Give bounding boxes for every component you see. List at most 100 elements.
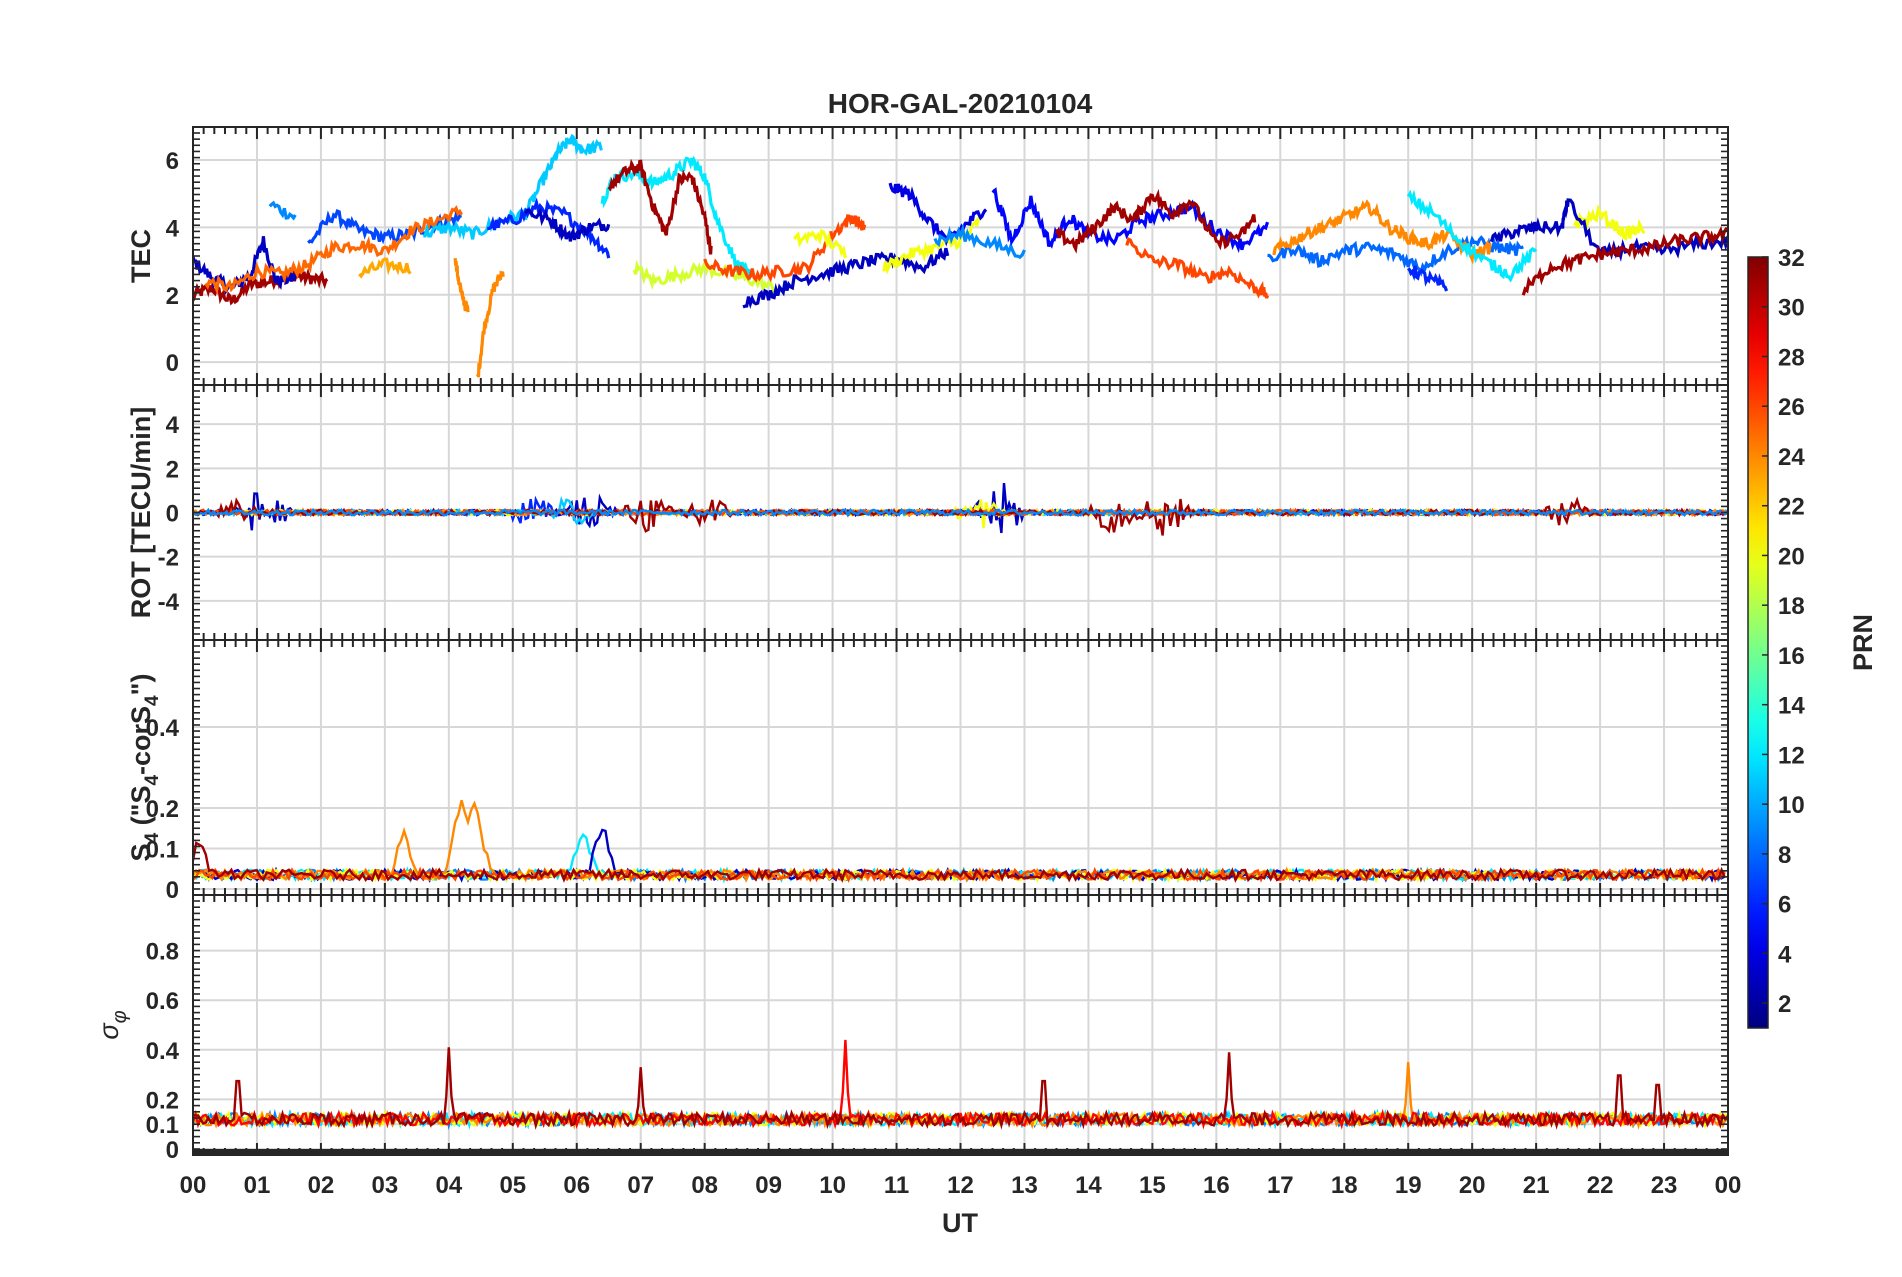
colorbar-tick-label: 32 <box>1778 245 1805 272</box>
ylabel-text: ("S <box>126 786 156 833</box>
y-tick-label: 0.2 <box>146 796 179 823</box>
tec-series-prn-9 <box>933 223 1026 260</box>
y-tick-label: 0.1 <box>146 837 179 864</box>
colorbar-tick-label: 26 <box>1778 394 1805 421</box>
tec-series-prn-3 <box>524 207 611 242</box>
tec-series-prn-26 <box>703 214 867 283</box>
tec-series-prn-24 <box>453 257 470 313</box>
x-tick-label: 23 <box>1651 1172 1678 1199</box>
tec-series-prn-31 <box>193 266 329 306</box>
colorbar-tick-label: 24 <box>1778 444 1805 471</box>
ylabel-subscript: 4 <box>142 695 163 706</box>
tec-series-prn-8 <box>1267 235 1524 277</box>
x-tick-label: 18 <box>1331 1172 1358 1199</box>
x-tick-label: 12 <box>947 1172 974 1199</box>
x-tick-label: 07 <box>627 1172 654 1199</box>
y-tick-label: 0 <box>166 350 179 377</box>
tec-series-prn-23 <box>358 257 412 279</box>
colorbar-tick-label: 22 <box>1778 494 1805 521</box>
colorbar-tick-label: 30 <box>1778 295 1805 322</box>
y-tick-label: 2 <box>166 456 179 483</box>
ylabel-text: S <box>126 843 156 861</box>
colorbar-tick-label: 8 <box>1778 842 1791 869</box>
x-tick-label: 04 <box>435 1172 462 1199</box>
tec-series-prn-25 <box>204 205 463 296</box>
tec-series-prn-11 <box>422 133 603 241</box>
y-tick-label: 4 <box>166 215 180 242</box>
x-tick-label: 10 <box>819 1172 846 1199</box>
tec-series-prn-20 <box>1573 203 1646 241</box>
colorbar-tick-label: 28 <box>1778 344 1805 371</box>
x-tick-label: 20 <box>1459 1172 1486 1199</box>
x-tick-label: 14 <box>1075 1172 1102 1199</box>
panel-rot: -4 -2 0 2 4 ROT [TECU/min] <box>126 384 1729 641</box>
panel-series-group <box>193 799 1726 884</box>
y-tick-label: 0.4 <box>146 715 180 742</box>
panel-sigma_phi: 00.10.2 0.4 0.6 0.8 σφ <box>94 894 1729 1164</box>
colorbar-tick-label: 14 <box>1778 693 1805 720</box>
y-tick-label: 0.2 <box>146 1087 179 1114</box>
tec-series-prn-20 <box>792 228 847 259</box>
x-tick-label: 08 <box>691 1172 718 1199</box>
bottom-axis-strip <box>193 1149 1728 1155</box>
tec-series-prn-9 <box>268 200 297 221</box>
x-tick-label: 11 <box>884 1172 909 1199</box>
chart-title: HOR-GAL-20210104 <box>828 88 1093 119</box>
x-tick-label: 02 <box>308 1172 335 1199</box>
y-axis-title-s4: S4 ("S4-corS4") <box>126 674 163 862</box>
x-tick-label: 09 <box>755 1172 782 1199</box>
tec-series-prn-6 <box>487 197 611 259</box>
x-tick-label: 00 <box>180 1172 207 1199</box>
x-axis-title: UT <box>942 1208 978 1238</box>
panel-series-group <box>193 133 1728 378</box>
x-tick-label: 16 <box>1203 1172 1230 1199</box>
tec-series-prn-12 <box>1406 189 1538 283</box>
tec-series-prn-24 <box>476 270 505 378</box>
panel-s4: 0 0.1 0.2 0.4S4 ("S4-corS4") <box>126 639 1729 904</box>
y-tick-label: 0.1 <box>146 1112 179 1139</box>
tec-series-prn-31 <box>1521 225 1728 296</box>
y-tick-label: 0 <box>166 1137 179 1164</box>
y-tick-label: -2 <box>158 545 179 572</box>
x-tick-label: 13 <box>1011 1172 1038 1199</box>
ylabel-subscript: φ <box>109 1010 131 1023</box>
x-tick-label: 21 <box>1523 1172 1550 1199</box>
x-tick-label: 00 <box>1715 1172 1742 1199</box>
tec-series-prn-5 <box>991 187 1270 254</box>
colorbar-tick-label: 12 <box>1778 742 1805 769</box>
colorbar-tick-label: 2 <box>1778 991 1791 1018</box>
y-axis-title-tec: TEC <box>126 229 156 283</box>
ylabel-text: -corS <box>126 706 156 775</box>
colorbar-tick-label: 16 <box>1778 643 1805 670</box>
colorbar-tick-label: 18 <box>1778 593 1805 620</box>
x-tick-label: 15 <box>1139 1172 1166 1199</box>
colorbar-tick-label: 20 <box>1778 543 1805 570</box>
y-tick-label: 0.8 <box>146 939 179 966</box>
x-tick-label: 17 <box>1267 1172 1294 1199</box>
tec-series-prn-31 <box>607 158 713 255</box>
y-tick-label: 4 <box>166 412 180 439</box>
tec-series-prn-3 <box>742 243 950 309</box>
colorbar-tick-label: 10 <box>1778 792 1805 819</box>
x-tick-label: 06 <box>563 1172 590 1199</box>
y-tick-label: -4 <box>158 589 180 616</box>
y-tick-label: 2 <box>166 283 179 310</box>
tec-series-prn-6 <box>1407 265 1449 292</box>
y-tick-label: 0 <box>166 877 179 904</box>
rot-series-prn-9 <box>193 507 1728 518</box>
y-axis-title-sigma: σφ <box>94 1010 131 1039</box>
x-tick-label: 05 <box>499 1172 526 1199</box>
colorbar-label: PRN <box>1848 614 1878 671</box>
colorbar-tick-label: 6 <box>1778 892 1791 919</box>
panel-series-group <box>193 1039 1728 1131</box>
y-axis-title-rot: ROT [TECU/min] <box>126 407 156 618</box>
ylabel-subscript: 4 <box>142 832 163 843</box>
x-tick-label: 19 <box>1395 1172 1422 1199</box>
tec-series-prn-4 <box>888 182 988 247</box>
x-tick-label: 22 <box>1587 1172 1614 1199</box>
colorbar-tick-label: 4 <box>1778 941 1792 968</box>
x-tick-label: 01 <box>244 1172 271 1199</box>
